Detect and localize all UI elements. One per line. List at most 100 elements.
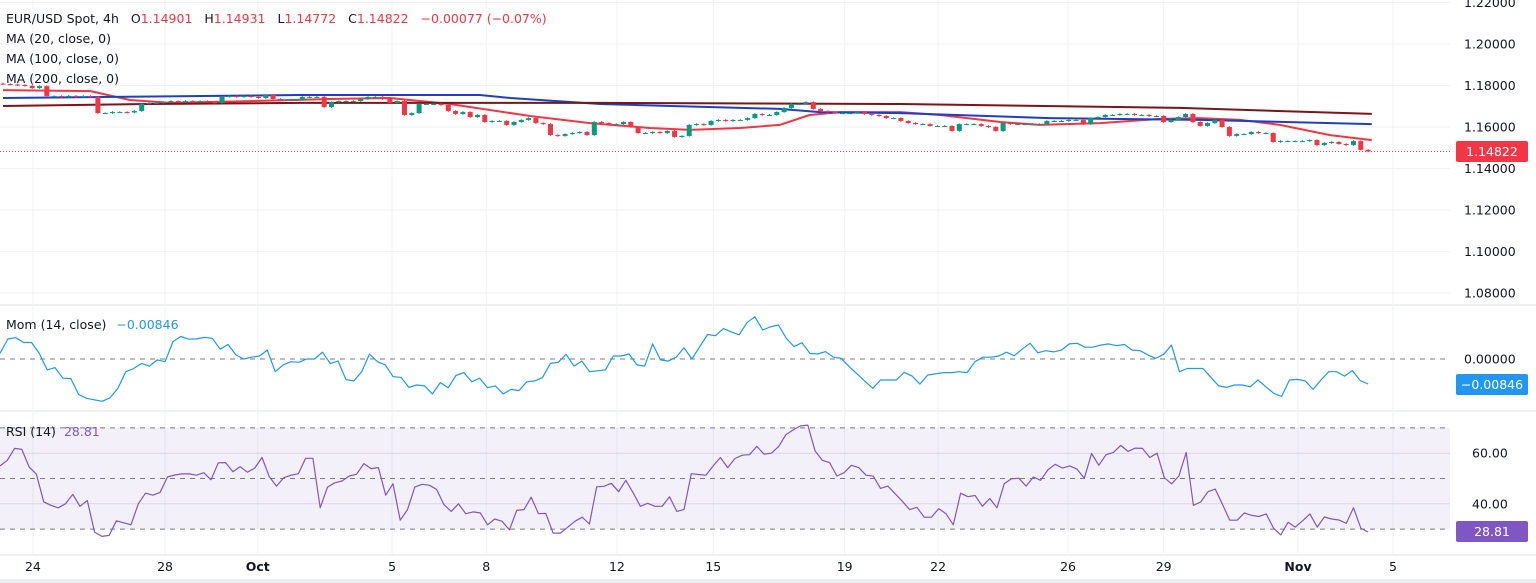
candle <box>153 102 159 104</box>
candle <box>0 82 6 85</box>
candle-body <box>1059 120 1064 122</box>
x-tick-label: 22 <box>930 559 946 574</box>
candle-body <box>1161 116 1167 123</box>
momentum-tick-label: 0.00000 <box>1464 352 1516 367</box>
candle-body <box>482 114 488 123</box>
x-tick-label: 12 <box>609 559 625 574</box>
candle-body <box>146 102 152 104</box>
candle <box>1321 142 1327 146</box>
candle <box>95 96 101 114</box>
candle <box>934 125 940 127</box>
candle-body <box>832 112 838 114</box>
x-tick-label: 5 <box>1389 559 1397 574</box>
candle-body <box>978 124 984 126</box>
candle <box>533 117 539 124</box>
rsi-tick-label: 60.00 <box>1472 446 1508 461</box>
candle-body <box>270 95 276 99</box>
candle-body <box>774 112 780 115</box>
price-tick-label: 1.18000 <box>1464 78 1516 93</box>
candle <box>1351 140 1356 146</box>
candle <box>22 84 28 87</box>
candle-body <box>891 118 897 120</box>
candle-body <box>1329 141 1335 143</box>
candle <box>504 120 510 126</box>
candle-body <box>964 124 970 126</box>
candle <box>277 98 283 101</box>
candle-body <box>1132 113 1137 115</box>
candle <box>1161 115 1167 123</box>
candle-body <box>533 118 539 124</box>
candle <box>183 100 188 103</box>
candle <box>37 85 42 89</box>
candle-body <box>1234 134 1240 136</box>
candle-body <box>679 135 685 137</box>
candle-body <box>29 85 35 88</box>
candle <box>1307 139 1313 142</box>
candle-body <box>956 124 962 131</box>
candle-body <box>190 101 196 103</box>
candle <box>759 113 765 116</box>
candle-body <box>387 98 393 103</box>
symbol-title[interactable]: EUR/USD Spot, 4h <box>6 11 119 26</box>
candle-body <box>1343 144 1349 146</box>
candle <box>927 123 933 127</box>
candle <box>219 96 225 104</box>
rsi-tick-label: 40.00 <box>1472 496 1508 511</box>
price-tick-label: 1.12000 <box>1464 203 1516 218</box>
candle-body <box>358 98 364 102</box>
candle <box>730 119 736 122</box>
candle <box>715 119 721 122</box>
candle-body <box>139 103 145 112</box>
candle-body <box>701 124 707 126</box>
candle-body <box>380 96 386 99</box>
candle-body <box>1146 114 1152 117</box>
candle-body <box>876 114 882 117</box>
rsi-band <box>0 427 1450 530</box>
candle-body <box>518 119 524 123</box>
candle <box>1153 115 1159 118</box>
x-tick-label: 15 <box>705 559 721 574</box>
candle-body <box>329 102 334 108</box>
candle <box>920 123 926 126</box>
candle <box>540 122 546 125</box>
candle-body <box>131 111 137 113</box>
candle-body <box>460 112 466 114</box>
candle <box>628 121 634 128</box>
candle <box>460 111 466 115</box>
candle-body <box>861 112 867 114</box>
candle-body <box>248 96 254 98</box>
candle-body <box>504 120 510 125</box>
ma200-legend[interactable]: MA (200, close, 0) <box>6 71 119 86</box>
candle-body <box>555 135 561 137</box>
ma100-legend[interactable]: MA (100, close, 0) <box>6 51 119 66</box>
candle <box>1226 126 1232 137</box>
candle <box>7 83 13 86</box>
candle <box>810 101 816 110</box>
candle-body <box>1205 123 1210 126</box>
rsi-legend[interactable]: RSI (14) 28.81 <box>6 424 100 439</box>
candle-body <box>599 122 605 124</box>
candle-body <box>1321 142 1327 146</box>
candle <box>518 119 524 123</box>
candle-body <box>15 84 21 86</box>
candle-body <box>883 116 889 119</box>
candle <box>1102 114 1108 118</box>
candle <box>1292 140 1298 143</box>
candle <box>124 111 130 114</box>
candle-body <box>818 108 824 112</box>
candle <box>1190 113 1196 123</box>
candle-body <box>686 124 692 136</box>
candle-body <box>767 114 772 116</box>
candle <box>292 99 298 102</box>
ma20-legend[interactable]: MA (20, close, 0) <box>6 31 112 46</box>
candle <box>358 98 364 102</box>
candle-body <box>1066 119 1072 121</box>
candle <box>387 98 393 104</box>
candle-body <box>102 113 108 115</box>
candle <box>307 96 313 98</box>
low-label: L <box>277 11 285 26</box>
ma20-line <box>2 89 1372 142</box>
candle-body <box>577 131 583 134</box>
momentum-legend[interactable]: Mom (14, close) −0.00846 <box>6 317 179 332</box>
